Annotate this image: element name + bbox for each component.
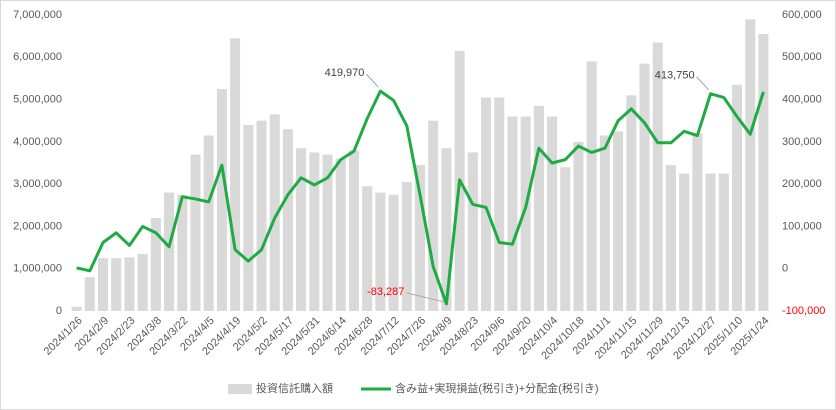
y2-tick-label: 200,000 — [782, 178, 822, 190]
bar — [494, 97, 505, 311]
bar — [84, 277, 95, 311]
y2-tick-label: -100,000 — [782, 305, 825, 317]
bar — [203, 135, 214, 311]
bar — [375, 192, 386, 311]
bar — [111, 258, 122, 311]
bar — [665, 165, 676, 311]
y-tick-label: 3,000,000 — [13, 178, 62, 190]
bar — [705, 173, 716, 311]
y-tick-label: 4,000,000 — [13, 136, 62, 148]
bar — [520, 116, 531, 311]
bar — [216, 89, 227, 311]
bar — [256, 120, 267, 311]
bar — [164, 192, 175, 311]
bar — [309, 152, 320, 311]
y-tick-label: 5,000,000 — [13, 93, 62, 105]
y2-tick-label: 500,000 — [782, 51, 822, 63]
bar — [679, 173, 690, 311]
y2-tick-label: 400,000 — [782, 93, 822, 105]
bar — [177, 194, 188, 311]
bar — [230, 38, 241, 311]
y-tick-label: 1,000,000 — [13, 263, 62, 275]
bar — [507, 116, 518, 311]
y2-tick-label: 0 — [782, 263, 788, 275]
bar — [599, 135, 610, 311]
bar — [639, 63, 650, 311]
bar — [335, 158, 346, 311]
leader-line — [406, 292, 445, 303]
bar — [296, 148, 307, 311]
bar — [547, 116, 558, 311]
bar — [745, 19, 756, 311]
bar — [428, 120, 439, 311]
leader-line — [696, 76, 709, 91]
y-tick-label: 6,000,000 — [13, 51, 62, 63]
legend-label: 投資信託購入額 — [256, 381, 333, 395]
bar — [190, 154, 201, 311]
leader-line — [366, 73, 379, 88]
bar — [560, 167, 571, 311]
bar — [243, 124, 254, 311]
bar — [124, 257, 135, 311]
legend-swatch — [228, 384, 252, 394]
bar — [533, 105, 544, 312]
bar — [98, 258, 109, 311]
bar — [388, 194, 399, 311]
bar — [481, 97, 492, 311]
bar — [626, 95, 637, 311]
bar — [322, 154, 333, 311]
bar — [362, 186, 373, 311]
y-tick-label: 0 — [56, 305, 62, 317]
bar — [586, 61, 597, 312]
bar — [414, 165, 426, 311]
bar — [137, 253, 148, 311]
data-label: -83,287 — [367, 286, 404, 298]
bar — [758, 34, 769, 312]
bar — [282, 129, 293, 311]
bar — [731, 84, 742, 312]
bar — [348, 150, 359, 311]
line — [76, 89, 765, 306]
legend-label: 含み益+実現損益(税引き)+分配金(税引き) — [395, 381, 599, 395]
bar — [652, 42, 663, 311]
bar — [718, 173, 729, 311]
bar — [692, 133, 703, 311]
bar — [467, 152, 478, 311]
y-tick-label: 7,000,000 — [13, 9, 62, 21]
y2-tick-label: 100,000 — [782, 220, 822, 232]
bar — [269, 114, 280, 311]
y-tick-label: 2,000,000 — [13, 220, 62, 232]
data-label: 419,970 — [325, 67, 365, 79]
data-label: 413,750 — [655, 70, 695, 82]
bar — [71, 306, 82, 311]
bar — [613, 131, 624, 311]
y2-tick-label: 600,000 — [782, 9, 822, 21]
bar — [441, 148, 452, 311]
bar — [573, 141, 584, 311]
bar — [401, 182, 412, 311]
bar — [150, 217, 161, 311]
y2-tick-label: 300,000 — [782, 136, 822, 148]
